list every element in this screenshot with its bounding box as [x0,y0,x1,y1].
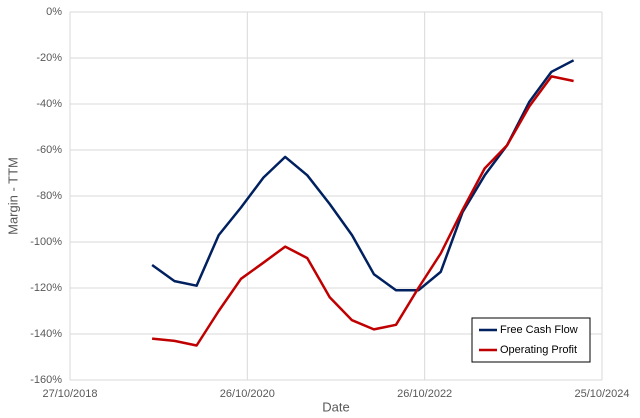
x-tick-label: 26/10/2020 [220,388,275,400]
legend-label: Operating Profit [500,344,577,356]
y-tick-label: -140% [30,328,62,340]
x-tick-label: 26/10/2022 [397,388,452,400]
x-tick-label: 27/10/2018 [42,388,97,400]
x-tick-label: 25/10/2024 [574,388,629,400]
x-axis-label: Date [322,399,349,414]
y-tick-label: -40% [36,98,62,110]
legend-label: Free Cash Flow [500,324,578,336]
y-tick-label: -120% [30,282,62,294]
y-axis-label: Margin - TTM [5,157,20,235]
y-tick-label: -80% [36,190,62,202]
y-tick-label: -160% [30,374,62,386]
y-tick-label: -100% [30,236,62,248]
series-line [151,75,574,347]
legend-box [471,317,591,363]
series-line [151,59,575,292]
y-tick-label: -60% [36,144,62,156]
y-tick-label: 0% [46,6,62,18]
legend: Free Cash Flow Operating Profit [471,317,591,363]
y-tick-label: -20% [36,52,62,64]
